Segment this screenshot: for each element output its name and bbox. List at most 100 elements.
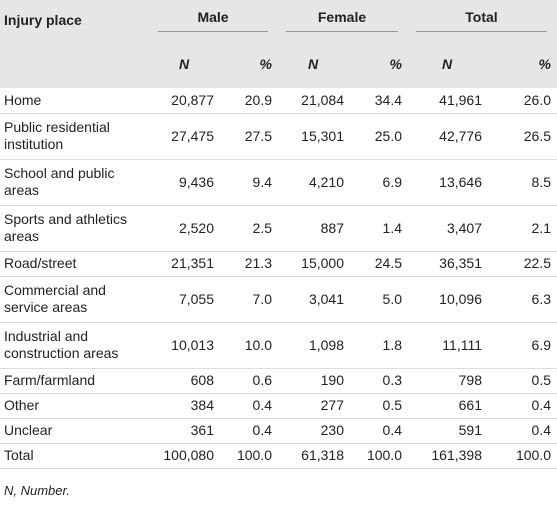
value-cell: 13,646 xyxy=(439,173,482,190)
value-cell: 0.3 xyxy=(382,372,402,388)
header-cell: Injury place xyxy=(4,11,82,28)
row-label: Farm/farmland xyxy=(4,372,96,388)
row-label: Other xyxy=(4,397,40,413)
row-label: Public residential institution xyxy=(4,119,110,152)
value-cell: 0.5 xyxy=(382,397,402,413)
value-cell: 6.9 xyxy=(382,173,402,190)
value-cell: 21,084 xyxy=(301,91,344,108)
value-cell: 22.5 xyxy=(523,255,551,271)
value-cell: 20.9 xyxy=(244,91,272,108)
row-label: Road/street xyxy=(4,255,77,271)
value-cell: 2,520 xyxy=(178,219,214,236)
value-cell: 27,475 xyxy=(171,127,214,144)
value-cell: 0.5 xyxy=(531,372,551,388)
header-text: Male xyxy=(158,9,268,32)
subheader-cell: N xyxy=(178,55,190,72)
value-cell: 25.0 xyxy=(374,127,402,144)
table-row: Farm/farmland 608 0.6 190 0.3 798 0.5 xyxy=(0,368,557,393)
value-cell: 361 xyxy=(190,422,214,438)
value-cell: 0.4 xyxy=(531,397,551,413)
value-cell: 1.4 xyxy=(382,219,402,236)
table-row: Other 384 0.4 277 0.5 661 0.4 xyxy=(0,393,557,418)
subheader-cell: % xyxy=(538,55,551,72)
row-label: School and public areas xyxy=(4,165,115,198)
value-cell: 277 xyxy=(320,397,344,413)
value-cell: 61,318 xyxy=(301,447,344,463)
value-cell: 34.4 xyxy=(374,91,402,108)
value-cell: 608 xyxy=(190,372,214,388)
row-label: Home xyxy=(4,91,42,108)
value-cell: 41,961 xyxy=(439,91,482,108)
footnote: N, Number. xyxy=(4,482,70,498)
header-text: Female xyxy=(286,9,398,32)
value-cell: 15,301 xyxy=(301,127,344,144)
row-label: Unclear xyxy=(4,422,53,438)
value-cell: 8.5 xyxy=(531,173,551,190)
value-cell: 5.0 xyxy=(382,290,402,307)
value-cell: 0.4 xyxy=(252,397,272,413)
value-cell: 21.3 xyxy=(244,255,272,271)
table-row: School and public areas 9,436 9.4 4,210 6.9 1… xyxy=(0,159,557,205)
value-cell: 591 xyxy=(458,422,482,438)
table-row: Home 20,877 20.9 21,084 34.4 41,961 26.0 xyxy=(0,88,557,113)
value-cell: 100,080 xyxy=(163,447,214,463)
table-row: Public residential institution 27,475 27.5… xyxy=(0,113,557,159)
table-row: Sports and athletics areas 2,520 2.5 887 1.4… xyxy=(0,205,557,251)
value-cell: 798 xyxy=(458,372,482,388)
value-cell: 7.0 xyxy=(252,290,272,307)
value-cell: 7,055 xyxy=(178,290,214,307)
value-cell: 0.4 xyxy=(382,422,402,438)
subheader-cell: N xyxy=(441,55,453,72)
table-header: Injury place Male Female Total N% N% N% xyxy=(0,0,557,88)
value-cell: 100.0 xyxy=(515,447,551,463)
value-cell: 3,041 xyxy=(308,290,344,307)
value-cell: 2.5 xyxy=(252,219,272,236)
value-cell: 100.0 xyxy=(366,447,402,463)
table-row: Industrial and construction areas 10,013 1… xyxy=(0,322,557,368)
value-cell: 9,436 xyxy=(178,173,214,190)
header-cell xyxy=(0,40,150,88)
value-cell: 15,000 xyxy=(301,255,344,271)
value-cell: 27.5 xyxy=(244,127,272,144)
table-row: Commercial and service areas 7,055 7.0 3,04… xyxy=(0,276,557,322)
table-row: Unclear 361 0.4 230 0.4 591 0.4 xyxy=(0,418,557,443)
row-label: Total xyxy=(4,447,34,463)
value-cell: 384 xyxy=(190,397,214,413)
value-cell: 100.0 xyxy=(236,447,272,463)
value-cell: 24.5 xyxy=(374,255,402,271)
value-cell: 4,210 xyxy=(308,173,344,190)
value-cell: 3,407 xyxy=(446,219,482,236)
value-cell: 26.0 xyxy=(523,91,551,108)
value-cell: 26.5 xyxy=(523,127,551,144)
row-label: Commercial and service areas xyxy=(4,282,106,315)
header-cell: Male xyxy=(150,0,278,40)
table: Injury place Male Female Total N% N% N% Ho… xyxy=(0,0,557,468)
row-label: Industrial and construction areas xyxy=(4,328,119,361)
value-cell: 230 xyxy=(320,422,344,438)
subheader-row: N% N% N% xyxy=(0,40,557,88)
header-cell: Total xyxy=(408,0,557,40)
subheader-cell: N xyxy=(307,55,319,72)
table-body: Home 20,877 20.9 21,084 34.4 41,961 26.0 Public… xyxy=(0,88,557,468)
header-cell: Female xyxy=(278,0,408,40)
value-cell: 10,013 xyxy=(171,336,214,353)
value-cell: 0.6 xyxy=(252,372,272,388)
value-cell: 20,877 xyxy=(171,91,214,108)
value-cell: 161,398 xyxy=(431,447,482,463)
value-cell: 21,351 xyxy=(171,255,214,271)
header-text: Total xyxy=(416,9,547,32)
table-row: Road/street 21,351 21.3 15,000 24.5 36,351 22.… xyxy=(0,251,557,276)
value-cell: 1,098 xyxy=(308,336,344,353)
subheader-cell: % xyxy=(259,55,272,72)
value-cell: 2.1 xyxy=(531,219,551,236)
value-cell: 887 xyxy=(320,219,344,236)
value-cell: 10.0 xyxy=(244,336,272,353)
row-label: Sports and athletics areas xyxy=(4,211,127,244)
value-cell: 42,776 xyxy=(439,127,482,144)
value-cell: 1.8 xyxy=(382,336,402,353)
value-cell: 6.3 xyxy=(531,290,551,307)
value-cell: 0.4 xyxy=(252,422,272,438)
subheader-cell: % xyxy=(389,55,402,72)
value-cell: 10,096 xyxy=(439,290,482,307)
